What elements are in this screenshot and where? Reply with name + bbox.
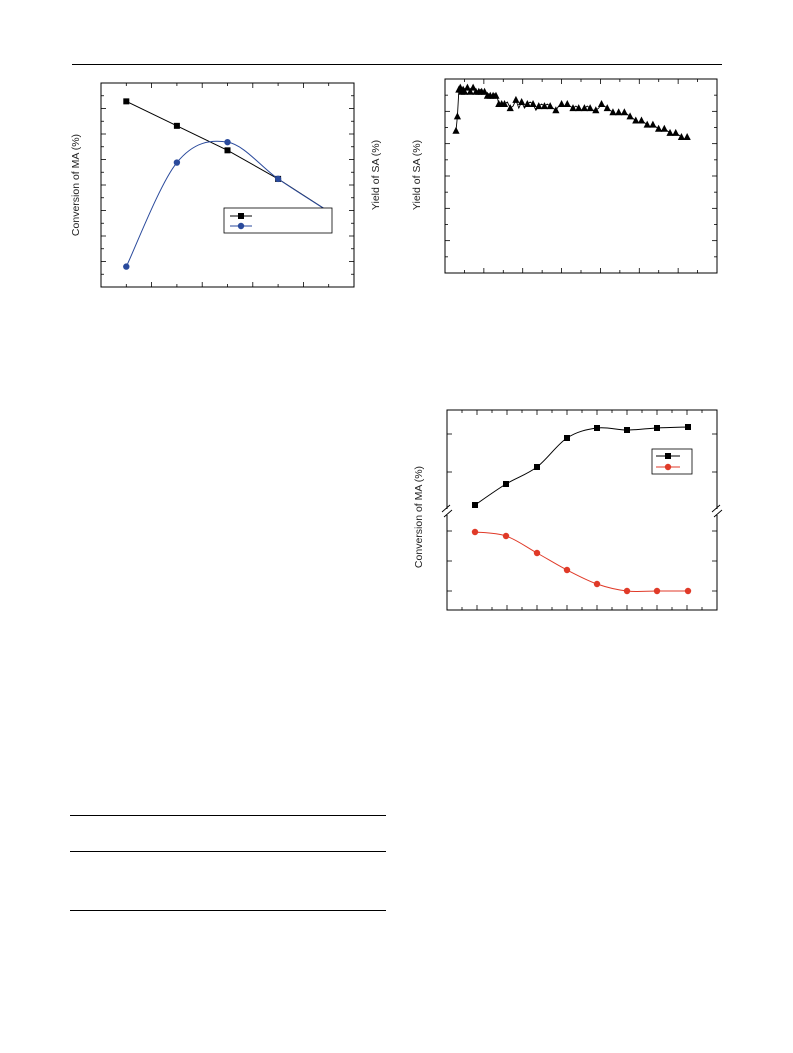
data-point-triangle xyxy=(523,100,531,108)
axis-break-mark xyxy=(443,509,453,518)
data-point-triangle xyxy=(660,124,668,132)
data-point-triangle xyxy=(672,128,680,136)
data-point-square xyxy=(503,481,509,487)
data-point-square xyxy=(173,122,180,129)
data-point-triangle xyxy=(580,104,589,112)
data-point-square xyxy=(564,435,570,441)
series-line-1 xyxy=(126,100,329,212)
data-point-triangle xyxy=(632,116,640,124)
legend-box xyxy=(223,207,333,234)
data-point-circle xyxy=(471,528,479,536)
data-point-triangle xyxy=(563,100,571,108)
series-line-2 xyxy=(125,140,329,267)
data-point-triangle xyxy=(460,87,469,95)
data-point-square xyxy=(534,464,540,470)
data-point-triangle xyxy=(637,116,646,124)
y-axis-title: Conversion of MA (%) xyxy=(70,134,82,236)
data-point-circle xyxy=(123,263,130,270)
y-axis-title: Conversion of MA (%) xyxy=(413,466,425,568)
data-point-triangle xyxy=(535,102,543,110)
data-point-triangle xyxy=(575,104,583,112)
data-point-square xyxy=(472,502,478,508)
data-point-circle xyxy=(533,549,541,557)
data-point-triangle xyxy=(529,100,537,108)
legend-box xyxy=(651,448,693,475)
data-point-triangle xyxy=(463,83,472,91)
data-point-square xyxy=(685,424,691,430)
data-point-triangle xyxy=(586,104,594,112)
y-axis-title: Yield of SA (%) xyxy=(411,140,423,210)
data-point-triangle xyxy=(452,126,460,134)
series-line-2 xyxy=(474,531,688,593)
data-point-triangle xyxy=(592,106,600,114)
axis-break-mark xyxy=(441,504,451,513)
data-point-triangle xyxy=(552,106,560,114)
data-point-triangle xyxy=(453,112,462,120)
data-point-square xyxy=(224,147,231,154)
data-point-triangle xyxy=(506,104,514,112)
data-point-square xyxy=(624,427,630,433)
data-point-triangle xyxy=(683,132,691,140)
data-point-circle xyxy=(563,566,571,574)
data-point-triangle xyxy=(643,120,651,128)
plot-frame xyxy=(100,82,355,288)
plot-frame xyxy=(446,409,718,611)
data-point-circle xyxy=(224,138,231,146)
y-axis-title: Yield of SA (%) xyxy=(370,140,382,210)
axis-break-mark xyxy=(713,509,723,518)
data-point-triangle xyxy=(569,104,577,112)
data-point-triangle xyxy=(492,91,500,99)
data-point-square xyxy=(123,98,130,105)
data-point-triangle xyxy=(597,100,606,108)
data-point-circle xyxy=(237,222,245,230)
figure-conversion-vs-parameter: Conversion of MA (%) xyxy=(70,82,355,288)
data-point-triangle xyxy=(603,104,611,112)
data-point-triangle xyxy=(512,95,520,103)
data-point-triangle xyxy=(626,112,634,120)
figure-yield-vs-time: Yield of SA (%) Yield of SA (%) xyxy=(370,78,718,274)
data-point-triangle xyxy=(500,100,509,108)
data-point-triangle xyxy=(546,102,554,110)
data-point-triangle xyxy=(666,128,674,136)
data-point-square xyxy=(238,213,244,219)
data-point-triangle xyxy=(615,108,623,116)
axis-break-left-gap xyxy=(441,509,453,515)
axis-break-right-gap xyxy=(711,509,723,515)
data-point-triangle xyxy=(557,100,566,108)
data-point-circle xyxy=(684,587,692,595)
data-point-triangle xyxy=(609,108,617,116)
plot-frame xyxy=(444,78,718,274)
data-point-circle xyxy=(593,580,601,588)
data-point-triangle xyxy=(518,97,526,105)
figure-conversion-broken-axis: Conversion of MA (%) xyxy=(413,409,723,611)
data-point-square xyxy=(594,425,600,431)
data-point-triangle xyxy=(655,124,663,132)
page-header-rule xyxy=(72,64,722,65)
data-point-triangle xyxy=(480,87,489,95)
data-point-triangle xyxy=(649,120,657,128)
data-point-circle xyxy=(274,175,282,183)
data-point-triangle xyxy=(469,83,477,91)
table-top-rule xyxy=(70,815,386,816)
data-point-circle xyxy=(173,159,181,166)
data-point-square xyxy=(665,453,671,459)
data-point-circle xyxy=(623,587,631,595)
data-point-circle xyxy=(502,532,510,540)
axis-break-mark xyxy=(711,504,721,513)
data-point-circle xyxy=(653,587,661,595)
data-point-triangle xyxy=(677,132,686,140)
data-point-triangle xyxy=(466,87,474,95)
data-point-square xyxy=(654,425,660,431)
table-header-rule xyxy=(70,851,386,852)
data-point-triangle xyxy=(540,102,549,110)
data-point-circle xyxy=(664,463,672,471)
data-point-triangle xyxy=(620,108,628,116)
table-bottom-rule xyxy=(70,910,386,911)
